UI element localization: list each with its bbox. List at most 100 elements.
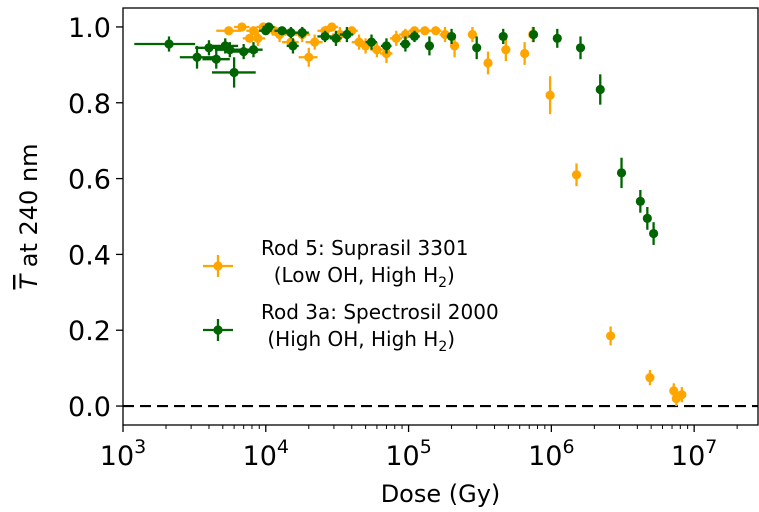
data-point	[234, 22, 250, 32]
data-point	[472, 36, 482, 60]
point-marker	[472, 43, 482, 53]
point-marker	[424, 41, 435, 51]
data-point	[211, 57, 256, 88]
data-point	[501, 38, 511, 62]
point-marker	[277, 26, 287, 36]
point-marker	[381, 41, 392, 51]
data-point	[325, 22, 338, 32]
y-tick-label: 1.0	[68, 13, 111, 44]
legend-label: Rod 3a: Spectrosil 2000	[261, 300, 499, 324]
data-point	[649, 222, 659, 245]
data-point	[483, 51, 493, 75]
point-marker	[545, 90, 555, 100]
data-point	[498, 28, 508, 45]
point-marker	[431, 26, 441, 36]
point-marker	[248, 45, 259, 55]
point-marker	[192, 52, 202, 62]
data-point	[424, 36, 435, 56]
y-tick-label: 0.6	[68, 165, 111, 196]
point-marker	[248, 26, 259, 36]
legend-marker-dot	[213, 325, 223, 335]
data-point	[380, 38, 392, 54]
data-point	[429, 26, 442, 36]
data-point	[595, 74, 605, 105]
data-point	[467, 26, 478, 43]
data-point	[642, 207, 652, 230]
legend-label: (Low OH, High H2)	[261, 263, 455, 291]
data-point	[329, 30, 342, 46]
point-marker	[224, 26, 234, 36]
data-point	[645, 370, 655, 386]
y-tick-label: 0.4	[68, 240, 111, 271]
data-point	[520, 42, 530, 65]
point-marker	[286, 28, 296, 38]
data-point	[339, 26, 354, 43]
legend-label: (High OH, High H2)	[261, 327, 455, 355]
point-marker	[571, 170, 582, 180]
data-point	[250, 30, 266, 46]
legend-marker-dot	[213, 261, 223, 271]
point-marker	[446, 31, 457, 42]
data-point	[202, 49, 230, 69]
x-tick-label: 105	[385, 436, 431, 472]
x-tick-label: 103	[100, 436, 146, 472]
x-tick-label: 107	[671, 436, 717, 472]
data-point	[243, 42, 263, 58]
data-point	[545, 76, 555, 115]
legend-label: Rod 5: Suprasil 3301	[261, 236, 468, 260]
data-point	[179, 45, 215, 69]
point-marker	[595, 84, 605, 95]
data-point	[134, 36, 196, 52]
x-tick-label: 104	[243, 436, 289, 472]
y-tick-label: 0.0	[68, 392, 111, 423]
data-point	[305, 34, 323, 50]
legend-item: Rod 5: Suprasil 3301 (Low OH, High H2)	[203, 236, 468, 291]
point-marker	[616, 168, 627, 178]
point-marker	[501, 45, 511, 55]
point-marker	[391, 33, 401, 43]
point-marker	[635, 196, 645, 206]
point-marker	[552, 33, 562, 43]
point-marker	[467, 29, 478, 40]
point-marker	[342, 29, 352, 40]
data-point	[216, 26, 241, 36]
point-marker	[409, 31, 420, 42]
point-marker	[225, 45, 235, 55]
point-marker	[642, 213, 652, 223]
point-marker	[327, 22, 337, 32]
data-point	[418, 26, 431, 36]
data-point	[262, 22, 275, 32]
data-point	[616, 157, 627, 189]
data-point	[571, 163, 582, 187]
point-marker	[253, 33, 263, 43]
point-marker	[575, 43, 586, 53]
point-marker	[677, 390, 687, 400]
data-point	[286, 38, 299, 54]
point-marker	[297, 28, 307, 38]
data-point	[294, 26, 309, 39]
x-tick-label: 106	[528, 436, 574, 472]
point-marker	[528, 29, 539, 40]
point-marker	[649, 228, 659, 239]
data-point	[528, 26, 539, 43]
data-point	[575, 36, 586, 60]
point-marker	[498, 31, 508, 42]
data-point	[317, 30, 332, 43]
point-marker	[304, 52, 314, 62]
data-point	[214, 42, 244, 58]
point-marker	[229, 67, 239, 78]
point-marker	[606, 331, 616, 341]
point-marker	[331, 33, 341, 43]
point-marker	[320, 31, 330, 42]
data-point	[399, 36, 411, 52]
point-marker	[244, 33, 255, 43]
point-marker	[204, 43, 214, 53]
data-point	[677, 387, 687, 403]
data-point	[274, 26, 289, 36]
y-tick-label: 0.8	[68, 89, 111, 120]
point-marker	[237, 22, 247, 32]
data-point	[389, 30, 403, 46]
series-layer	[134, 22, 687, 407]
